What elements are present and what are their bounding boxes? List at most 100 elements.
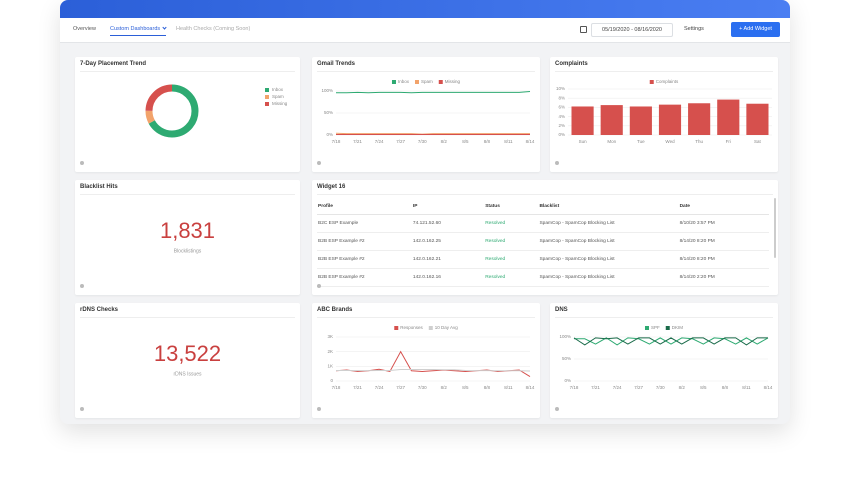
widget-title: 7-Day Placement Trend xyxy=(80,61,295,72)
tab[interactable]: Custom Dashboards xyxy=(110,26,167,36)
table-cell: SpamCop - SpamCop Blocking List xyxy=(538,268,679,287)
line-chart: 0% 50% 100% 7/18 7/21 7/24 7/27 7/30 8/2 8/5 8/8 8/… xyxy=(321,79,534,144)
legend-label: Inbox xyxy=(398,79,410,84)
scrollbar xyxy=(774,198,776,258)
bar xyxy=(746,103,769,135)
table-cell: SpamCop - SpamCop Blocking List xyxy=(538,214,679,233)
bar xyxy=(688,103,711,135)
data-table: Profile IP Status Blacklist Date B2C ESP Exam… xyxy=(317,198,769,287)
column-header: Blacklist xyxy=(538,198,679,215)
legend: Complaints xyxy=(649,79,679,84)
gear-icon[interactable] xyxy=(80,284,84,288)
x-tick-label: 8/8 xyxy=(722,385,729,390)
x-tick-label: 8/14 xyxy=(764,385,773,390)
widget-title: Blacklist Hits xyxy=(80,184,295,195)
legend-label: Missing xyxy=(445,79,461,84)
table-cell: SpamCop - SpamCop Blocking List xyxy=(538,250,679,269)
tab[interactable]: Overview xyxy=(73,26,96,32)
series-line xyxy=(573,337,768,346)
legend-label: Spam xyxy=(272,94,284,99)
legend-swatch xyxy=(265,88,269,92)
widget-title: Gmail Trends xyxy=(317,61,535,72)
stat-value: 13,522 xyxy=(154,341,221,366)
series-line xyxy=(336,90,531,94)
x-tick-label: 8/8 xyxy=(484,385,491,390)
y-tick-label: 2K xyxy=(327,349,333,354)
widget: 0% 2% 4% 6% 8% 10% Sun Mon Tue Wed Thu Fri Sat Compla… xyxy=(550,57,778,172)
table-cell: B2B ESP Example #2 xyxy=(317,232,412,251)
widget: 13,522 rDNS Issues rDNS Checks xyxy=(75,303,300,418)
x-tick-label: Fri xyxy=(726,139,731,144)
donut-chart: Inbox Spam Missing xyxy=(145,84,288,138)
column-header: IP xyxy=(411,198,485,215)
x-tick-label: 7/27 xyxy=(396,139,405,144)
y-tick-label: 0% xyxy=(558,132,565,137)
settings[interactable]: Settings xyxy=(684,26,704,32)
series-line xyxy=(335,350,531,378)
top-bar xyxy=(60,0,790,18)
y-tick-label: 8% xyxy=(558,95,565,100)
x-tick-label: 7/27 xyxy=(396,385,405,390)
table-cell: Resolved xyxy=(484,268,539,287)
gear-icon[interactable] xyxy=(80,161,84,165)
gear-icon[interactable] xyxy=(555,407,559,411)
widget: 0 1K 2K 3K 7/18 7/21 7/24 7/27 7/30 8/2 8/5 8/8 8/11… xyxy=(312,303,540,418)
column-header: Date xyxy=(678,198,769,215)
y-tick-label: 0% xyxy=(564,378,571,383)
legend-swatch xyxy=(414,80,419,84)
gear-icon[interactable] xyxy=(80,407,84,411)
stat: 13,522 rDNS Issues xyxy=(154,341,221,378)
x-tick-label: 8/5 xyxy=(700,385,707,390)
y-tick-label: 50% xyxy=(562,356,571,361)
legend-swatch xyxy=(649,80,654,84)
gear-icon[interactable] xyxy=(317,284,321,288)
header-row: Profile IP Status Blacklist Date xyxy=(317,198,769,215)
x-tick-label: 7/21 xyxy=(353,385,362,390)
bar xyxy=(571,106,594,135)
add-widget-button[interactable]: + Add Widget xyxy=(731,22,780,37)
legend-label: SPF xyxy=(651,325,660,330)
series-line xyxy=(335,132,530,135)
stat-value: 1,831 xyxy=(160,218,215,243)
y-tick-label: 1K xyxy=(327,364,333,369)
widget: Inbox Spam Missing 7-Day Placement Trend xyxy=(75,57,300,172)
column-header: Profile xyxy=(317,198,412,215)
legend-label: 10 Day Avg xyxy=(435,325,458,330)
legend: Inbox Spam Missing xyxy=(391,79,461,84)
legend-swatch xyxy=(394,326,399,330)
y-tick-label: 10% xyxy=(556,86,565,91)
table-cell: B2B ESP Example #2 xyxy=(317,268,412,287)
series-line xyxy=(336,369,531,372)
app-window: Overview Custom Dashboards Health Checks… xyxy=(60,0,790,424)
x-tick-label: 7/24 xyxy=(375,385,384,390)
x-tick-label: 7/27 xyxy=(634,385,643,390)
gear-icon[interactable] xyxy=(317,407,321,411)
x-tick-label: 8/5 xyxy=(462,385,469,390)
x-tick-label: Sun xyxy=(579,139,588,144)
gear-icon[interactable] xyxy=(555,161,559,165)
bar xyxy=(600,105,623,135)
widget-title: rDNS Checks xyxy=(80,307,295,318)
legend-label: Complaints xyxy=(656,79,679,84)
x-tick-label: Wed xyxy=(665,139,675,144)
stat-label: Blocklistings xyxy=(174,248,202,254)
stat-label: rDNS Issues xyxy=(173,371,202,377)
x-tick-label: 7/18 xyxy=(332,139,341,144)
donut-segment xyxy=(145,84,199,138)
table-row: B2B ESP Example #2 142.0.162.25 Resolved Sp… xyxy=(317,232,769,251)
table-row: B2B ESP Example #2 142.0.162.21 Resolved Sp… xyxy=(317,250,769,269)
calendar-icon[interactable] xyxy=(580,26,587,33)
table-row: B2B ESP Example #2 142.0.162.16 Resolved Sp… xyxy=(317,268,769,287)
table-cell: 142.0.162.16 xyxy=(411,268,485,287)
legend-label: DKIM xyxy=(672,325,684,330)
table-cell: B2C ESP Example xyxy=(317,214,412,233)
x-tick-label: 7/18 xyxy=(332,385,341,390)
table-cell: 142.0.162.21 xyxy=(411,250,485,269)
x-tick-label: Sat xyxy=(754,139,762,144)
date-range[interactable]: 05/19/2020 - 08/16/2020 xyxy=(591,23,673,37)
table-row: B2C ESP Example 74.121.52.60 Resolved SpamC… xyxy=(317,214,769,233)
x-tick-label: 7/21 xyxy=(353,139,362,144)
column-header: Status xyxy=(484,198,539,215)
y-tick-label: 6% xyxy=(558,105,565,110)
gear-icon[interactable] xyxy=(317,161,321,165)
